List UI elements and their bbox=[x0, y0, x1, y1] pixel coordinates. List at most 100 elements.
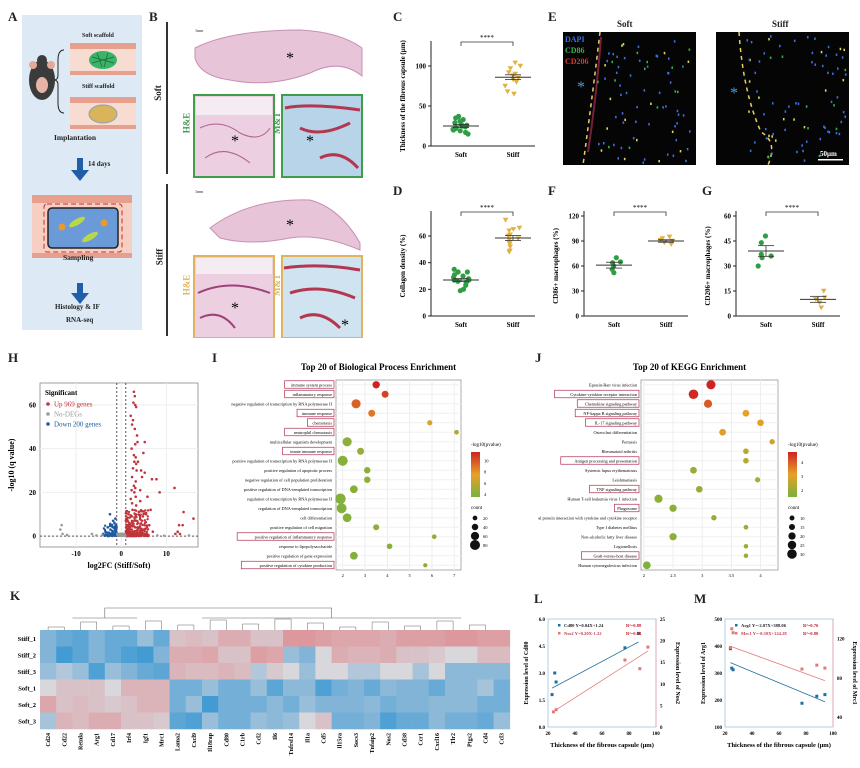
cell-nucleus bbox=[763, 113, 765, 116]
bubble bbox=[642, 561, 651, 570]
data-point bbox=[59, 528, 62, 531]
column-label: Cd5 bbox=[322, 733, 328, 744]
heatmap-cell bbox=[137, 696, 154, 713]
cell-nucleus bbox=[802, 149, 804, 153]
term-label: positive regulation of cell migration bbox=[270, 525, 333, 530]
data-point bbox=[143, 471, 147, 474]
panel-label-d: D bbox=[393, 183, 403, 198]
data-point bbox=[139, 508, 143, 512]
heatmap-cell bbox=[380, 646, 397, 664]
heatmap-cell bbox=[412, 712, 430, 730]
x-tick-label: 40 bbox=[573, 732, 579, 737]
chart-k-heatmap: Stiff_1 Stiff_2 Stiff_3 Soft_1 Soft_2 Soft_3 C… bbox=[18, 607, 511, 755]
data-point bbox=[823, 666, 827, 670]
data-point bbox=[133, 403, 137, 407]
legend-marker bbox=[558, 624, 561, 627]
x-tick-label: Stiff bbox=[660, 321, 674, 329]
scale-bar-stiff-overview: 1mm bbox=[195, 189, 204, 194]
data-point bbox=[136, 440, 139, 444]
cell-nucleus bbox=[803, 125, 806, 129]
chart-h-volcano: -10 0 10 0 20 40 60 Significant Up 969 genes No-D… bbox=[7, 382, 199, 570]
panel-label-k: K bbox=[10, 588, 21, 603]
heatmap-cell bbox=[185, 679, 203, 697]
heatmap-cell bbox=[396, 712, 413, 730]
heatmap-cell bbox=[412, 630, 430, 647]
panel-label-j: J bbox=[535, 350, 542, 365]
heatmap-cell bbox=[185, 663, 203, 680]
data-point bbox=[156, 534, 159, 537]
heatmap-cell bbox=[445, 630, 462, 647]
y-axis-label: Expression level of Cd80 bbox=[524, 641, 530, 704]
bubble bbox=[757, 419, 764, 427]
bubble bbox=[743, 544, 749, 549]
legend-r2: R²=0.80 bbox=[803, 631, 819, 636]
y-tick-label: 90 bbox=[572, 238, 580, 246]
y-tick-label: 20 bbox=[419, 286, 427, 294]
data-point bbox=[113, 521, 116, 525]
data-point bbox=[506, 228, 513, 234]
cell-nucleus bbox=[685, 159, 687, 163]
data-point bbox=[95, 534, 98, 537]
y-right-tick-label: 5 bbox=[660, 704, 663, 709]
significance-bracket bbox=[613, 211, 667, 216]
heatmap-cell bbox=[121, 712, 138, 730]
x-tick-label: 80 bbox=[627, 732, 633, 737]
significance-bracket bbox=[460, 211, 514, 216]
color-legend-title: -log10(pvalue) bbox=[471, 443, 501, 448]
bubble bbox=[431, 534, 437, 540]
bubble bbox=[688, 389, 699, 400]
heatmap-cell bbox=[493, 679, 511, 697]
soft-scaffold-label: Soft scaffold bbox=[82, 33, 114, 39]
x-tick-label: 40 bbox=[750, 732, 756, 737]
x-tick-label: 2.5 bbox=[670, 573, 676, 578]
cell-nucleus bbox=[748, 58, 751, 61]
y-tick-label: 20 bbox=[29, 489, 37, 497]
heatmap-cell bbox=[56, 696, 73, 713]
y-axis-label: Thickness of the fibrous capsule (μm) bbox=[399, 39, 407, 151]
data-point bbox=[659, 236, 666, 242]
cell-nucleus bbox=[650, 102, 652, 105]
x-tick-label: 3 bbox=[364, 573, 367, 578]
heatmap-cell bbox=[396, 696, 413, 713]
cell-nucleus bbox=[636, 138, 638, 142]
data-point bbox=[162, 534, 166, 537]
svg-text:*: * bbox=[286, 217, 294, 234]
size-legend-label: 30 bbox=[800, 552, 805, 557]
scale-bar bbox=[818, 159, 843, 161]
chart-i-go-enrichment: Top 20 of Biological Process Enrichment 2… bbox=[231, 362, 501, 578]
cell-nucleus bbox=[623, 157, 626, 161]
cell-nucleus bbox=[612, 52, 615, 56]
cell-nucleus bbox=[805, 105, 808, 108]
bubble bbox=[454, 429, 459, 435]
cell-nucleus bbox=[748, 110, 750, 113]
heatmap-cell bbox=[347, 679, 365, 697]
size-legend-label: 25 bbox=[800, 543, 805, 548]
cell-nucleus bbox=[636, 51, 639, 55]
size-legend-marker bbox=[788, 523, 796, 531]
cell-nucleus bbox=[621, 44, 623, 47]
data-point bbox=[176, 530, 179, 533]
data-point bbox=[146, 509, 150, 512]
cell-nucleus bbox=[611, 60, 614, 64]
bubble bbox=[381, 390, 389, 398]
data-point bbox=[174, 532, 177, 536]
heatmap-cell bbox=[299, 679, 316, 697]
heatmap-cell bbox=[121, 696, 138, 713]
heatmap-cell bbox=[234, 630, 251, 647]
bubble bbox=[743, 448, 749, 455]
heatmap-cell bbox=[396, 679, 413, 697]
y-tick-label: 0 bbox=[576, 313, 580, 321]
data-point bbox=[65, 533, 69, 537]
y-right-axis-label: Expression level of Mrc1 bbox=[851, 641, 857, 704]
cell-nucleus bbox=[622, 121, 625, 124]
heatmap-cell bbox=[121, 630, 138, 647]
highlight-box bbox=[576, 399, 640, 408]
y-tick-label: 40 bbox=[419, 259, 427, 267]
data-point bbox=[455, 113, 462, 119]
data-point bbox=[105, 531, 109, 534]
heatmap-cell bbox=[218, 630, 235, 647]
cell-nucleus bbox=[662, 106, 664, 109]
highlight-box bbox=[614, 503, 640, 513]
heatmap-cell bbox=[364, 630, 381, 647]
term-label: cell differentiation bbox=[300, 515, 333, 520]
